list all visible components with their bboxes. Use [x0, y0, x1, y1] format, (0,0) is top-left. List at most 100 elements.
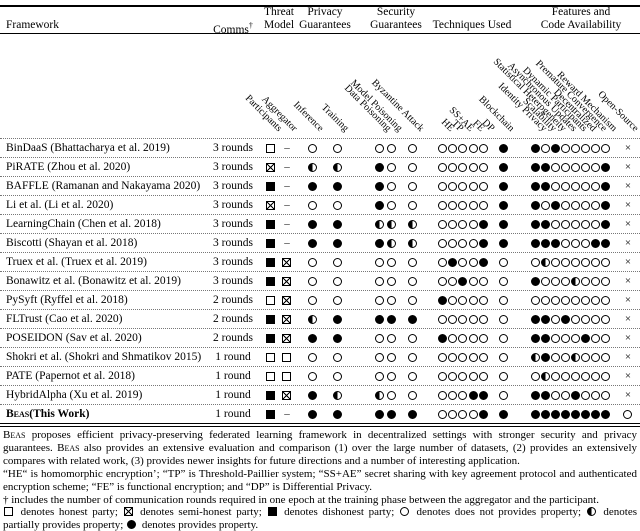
cell-decentralized	[581, 163, 590, 172]
cell-inference	[308, 201, 317, 210]
cell-he	[438, 239, 447, 248]
cell-reward_mechanism	[601, 258, 610, 267]
cell-identity_privacy	[531, 353, 540, 362]
cell-tp	[448, 315, 457, 324]
cell-premature_convergence	[591, 315, 600, 324]
cell-premature_convergence	[591, 144, 600, 153]
cell-participants	[266, 144, 275, 153]
cell-blockchain	[499, 372, 508, 381]
framework-name: LearningChain (Chen et al. 2018)	[6, 218, 161, 230]
cell-inference	[308, 258, 317, 267]
cell-byzantine	[408, 258, 417, 267]
cell-dynamic_participants	[571, 239, 580, 248]
cell-fe	[469, 334, 478, 343]
cell-data_poisoning	[375, 201, 384, 210]
cell-open_source: ×	[624, 237, 632, 249]
cell-tp	[448, 182, 457, 191]
cell-blockchain	[499, 201, 508, 210]
cell-dp	[479, 315, 488, 324]
cell-fe	[469, 182, 478, 191]
cell-stat_heterogeneity	[551, 296, 560, 305]
cell-data_poisoning	[375, 277, 384, 286]
cell-dp	[479, 239, 488, 248]
cell-model_poisoning	[387, 201, 396, 210]
cell-ssae	[458, 144, 467, 153]
legend-text: denotes provides property.	[139, 519, 259, 531]
cell-open_source: ×	[624, 180, 632, 192]
cell-stat_heterogeneity	[551, 144, 560, 153]
footnote-text: “HE“ is homomorphic encryption’; “TP” is…	[3, 467, 637, 493]
cell-he	[438, 258, 447, 267]
cell-he	[438, 296, 447, 305]
table-bottom-rule-2	[0, 426, 640, 427]
cell-fe	[469, 201, 478, 210]
cell-blockchain	[499, 144, 508, 153]
cell-tp	[448, 372, 457, 381]
cell-async_updates	[561, 182, 570, 191]
cell-byzantine	[408, 334, 417, 343]
table-row: HybridAlpha (Xu et al. 2019) 1 round ×	[0, 385, 640, 405]
cell-model_poisoning	[387, 391, 396, 400]
cell-identity_privacy	[531, 372, 540, 381]
cell-async_updates	[561, 201, 570, 210]
cell-fe	[469, 315, 478, 324]
cell-open_source: ×	[624, 275, 632, 287]
col-group-framework: Framework	[6, 19, 60, 31]
cell-aggregator: –	[284, 237, 290, 249]
cell-decentralized	[581, 182, 590, 191]
cell-open_source: ×	[624, 389, 632, 401]
cell-dp	[479, 144, 488, 153]
cell-ssae	[458, 182, 467, 191]
cell-fe	[469, 391, 478, 400]
cell-byzantine	[408, 201, 417, 210]
cell-training	[333, 410, 342, 419]
framework-name: Li et al. (Li et al. 2020)	[6, 199, 114, 211]
cell-data_poisoning	[375, 372, 384, 381]
col-group-security: Security Guarantees	[361, 6, 431, 32]
cell-fe	[469, 220, 478, 229]
cell-inference	[308, 315, 317, 324]
legend-symbol-c50	[586, 507, 596, 517]
table-row: Beas(This Work) 1 round –	[0, 404, 640, 424]
cell-dp	[479, 163, 488, 172]
cell-scalability	[541, 372, 550, 381]
privacy-line2: Guarantees	[299, 19, 351, 31]
cell-dp	[479, 353, 488, 362]
cell-reward_mechanism	[601, 334, 610, 343]
cell-open_source: ×	[624, 161, 632, 173]
cell-data_poisoning	[375, 182, 384, 191]
cell-reward_mechanism	[601, 315, 610, 324]
cell-ssae	[458, 239, 467, 248]
cell-fe	[469, 239, 478, 248]
table-row: Truex et al. (Truex et al. 2019) 3 rounds…	[0, 252, 640, 272]
cell-stat_heterogeneity	[551, 182, 560, 191]
cell-dp	[479, 372, 488, 381]
cell-open_source	[623, 410, 632, 419]
cell-data_poisoning	[375, 220, 384, 229]
cell-dynamic_participants	[571, 334, 580, 343]
cell-scalability	[541, 163, 550, 172]
cell-stat_heterogeneity	[551, 372, 560, 381]
security-line1: Security	[376, 6, 416, 18]
cell-stat_heterogeneity	[551, 258, 560, 267]
cell-byzantine	[408, 353, 417, 362]
cell-participants	[266, 315, 275, 324]
table-row: PySyft (Ryffel et al. 2018) 2 rounds ×	[0, 290, 640, 310]
cell-ssae	[458, 391, 467, 400]
cell-blockchain	[499, 163, 508, 172]
cell-reward_mechanism	[601, 201, 610, 210]
cell-premature_convergence	[591, 201, 600, 210]
cell-model_poisoning	[387, 410, 396, 419]
cell-ssae	[458, 410, 467, 419]
cell-premature_convergence	[591, 372, 600, 381]
cell-he	[438, 391, 447, 400]
cell-reward_mechanism	[601, 391, 610, 400]
table-row: Bonawitz et al. (Bonawitz et al. 2019) 3 …	[0, 271, 640, 291]
cell-async_updates	[561, 353, 570, 362]
cell-inference	[308, 410, 317, 419]
cell-decentralized	[581, 315, 590, 324]
cell-model_poisoning	[387, 353, 396, 362]
cell-scalability	[541, 182, 550, 191]
cell-model_poisoning	[387, 277, 396, 286]
cell-open_source: ×	[624, 199, 632, 211]
